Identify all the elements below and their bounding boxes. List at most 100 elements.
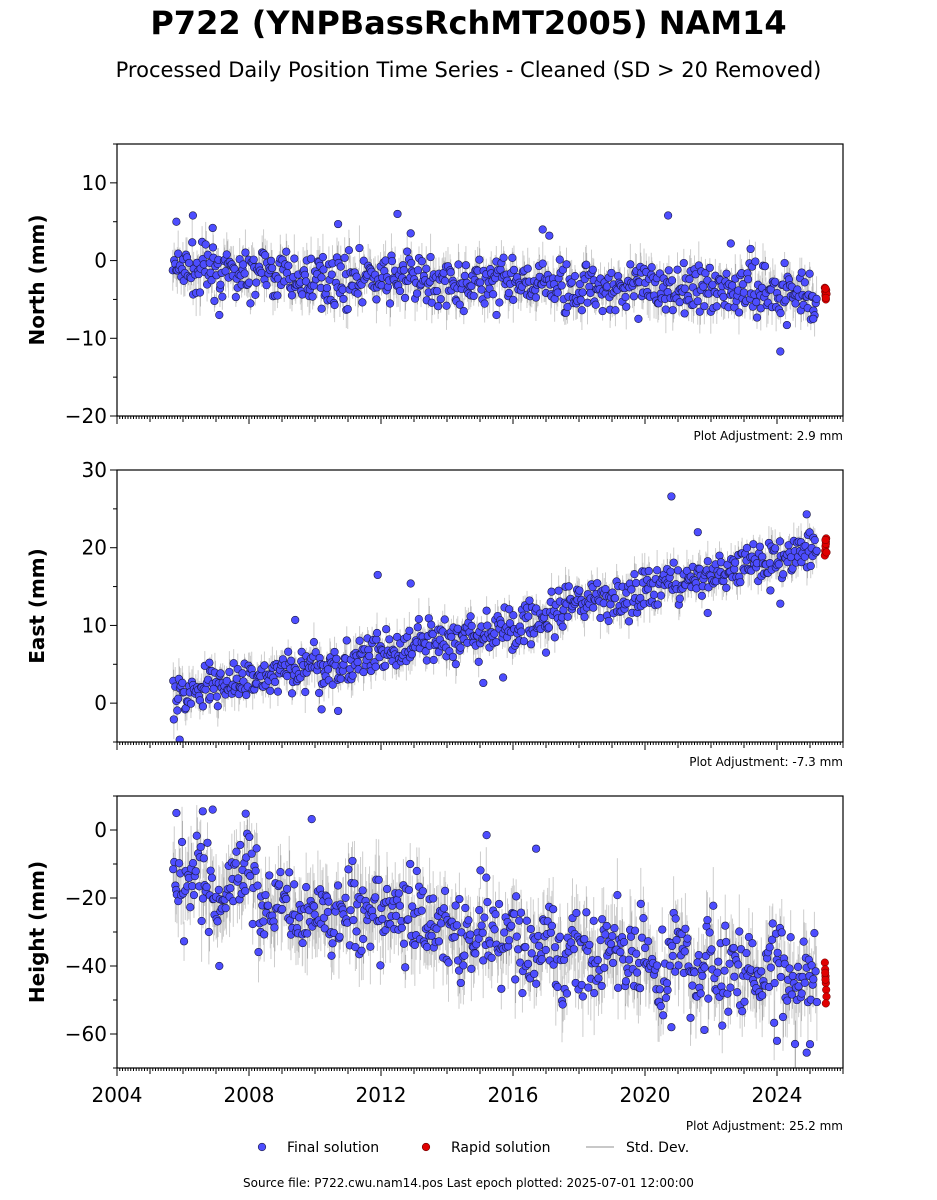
final-solution-point — [680, 309, 689, 318]
final-solution-point — [755, 542, 764, 551]
final-solution-point — [346, 906, 355, 915]
y-tick-label: 10 — [82, 171, 107, 195]
final-solution-point — [322, 283, 332, 293]
final-solution-point — [483, 621, 492, 630]
final-solution-point — [466, 930, 475, 939]
final-solution-point — [805, 269, 814, 278]
final-solution-point — [314, 688, 324, 698]
final-solution-point — [760, 262, 770, 271]
final-solution-point — [739, 288, 749, 297]
final-solution-point — [459, 961, 468, 970]
final-solution-point — [186, 699, 196, 708]
y-tick-label: 30 — [82, 458, 107, 482]
final-solution-point — [287, 689, 297, 698]
final-solution-point — [482, 873, 491, 882]
final-solution-point — [797, 268, 806, 277]
final-solution-point — [779, 570, 788, 579]
final-solution-point — [365, 651, 374, 661]
final-solution-point — [523, 264, 532, 273]
final-solution-point — [327, 951, 336, 960]
final-solution-point — [693, 297, 702, 306]
final-solution-point — [456, 643, 465, 652]
final-solution-point — [214, 885, 223, 895]
final-solution-point — [404, 885, 413, 895]
final-solution-point — [417, 257, 427, 266]
final-solution-point — [412, 866, 421, 876]
final-solution-point — [728, 281, 737, 290]
final-solution-point — [585, 940, 594, 950]
final-solution-point — [440, 615, 449, 624]
final-solution-point — [596, 936, 605, 945]
final-solution-point — [323, 665, 333, 674]
final-solution-point — [477, 921, 486, 930]
final-solution-point — [774, 560, 783, 569]
final-solution-points — [169, 805, 821, 1057]
final-solution-point — [335, 932, 344, 941]
final-solution-point — [301, 687, 310, 697]
final-solution-point — [512, 932, 521, 941]
final-solution-point — [442, 301, 451, 310]
final-solution-point — [195, 288, 205, 297]
final-solution-point — [252, 278, 261, 287]
final-solution-point — [509, 295, 518, 305]
final-solution-point — [446, 268, 455, 277]
final-solution-point — [198, 894, 208, 903]
final-solution-point — [531, 293, 541, 302]
final-solution-point — [249, 255, 258, 264]
final-solution-point — [382, 625, 391, 634]
final-solution-point — [342, 636, 351, 645]
final-solution-point — [632, 968, 642, 977]
final-solution-point — [407, 258, 416, 268]
final-solution-point — [505, 936, 514, 945]
final-solution-point — [328, 939, 337, 948]
final-solution-point — [205, 658, 214, 667]
final-solution-point — [589, 603, 598, 612]
final-solution-point — [508, 253, 517, 262]
final-solution-point — [632, 949, 641, 958]
final-solution-point — [480, 299, 489, 308]
final-solution-point — [621, 292, 630, 302]
plot-adjustment-note: Plot Adjustment: -7.3 mm — [689, 755, 843, 769]
final-solution-point — [226, 884, 235, 893]
final-solution-point — [583, 298, 592, 307]
final-solution-point — [303, 929, 312, 938]
final-solution-point — [301, 277, 311, 286]
final-solution-point — [266, 256, 276, 265]
final-solution-point — [590, 988, 599, 998]
final-solution-point — [613, 983, 623, 992]
final-solution-point — [371, 662, 380, 671]
final-solution-point — [207, 276, 216, 285]
final-solution-point — [613, 891, 622, 900]
final-solution-point — [232, 847, 241, 856]
final-solution-point — [330, 647, 339, 657]
final-solution-point — [685, 274, 694, 284]
final-solution-point — [577, 306, 587, 315]
final-solution-point — [372, 295, 381, 304]
final-solution-point — [546, 928, 556, 937]
final-solution-point — [578, 288, 587, 297]
final-solution-point — [526, 924, 535, 934]
final-solution-point — [604, 616, 613, 626]
final-solution-point — [588, 265, 597, 274]
final-solution-point — [509, 265, 519, 274]
y-tick-label: −20 — [65, 404, 107, 428]
final-solution-point — [405, 626, 414, 635]
y-axis-label: North (mm) — [25, 214, 49, 345]
final-solution-point — [771, 544, 780, 553]
final-solution-point — [324, 897, 333, 906]
final-solution-point — [353, 657, 362, 667]
final-solution-point — [248, 919, 257, 929]
plot-area — [168, 209, 831, 356]
final-solution-point — [230, 264, 239, 273]
final-solution-point — [357, 946, 366, 955]
final-solution-point — [697, 591, 706, 600]
final-solution-point — [440, 886, 450, 896]
y-tick-label: 0 — [94, 691, 107, 715]
final-solution-point — [479, 678, 488, 688]
final-solution-point — [207, 873, 217, 882]
final-solution-point — [406, 859, 415, 869]
final-solution-point — [413, 266, 423, 275]
final-solution-point — [381, 661, 390, 670]
final-solution-point — [273, 291, 282, 300]
